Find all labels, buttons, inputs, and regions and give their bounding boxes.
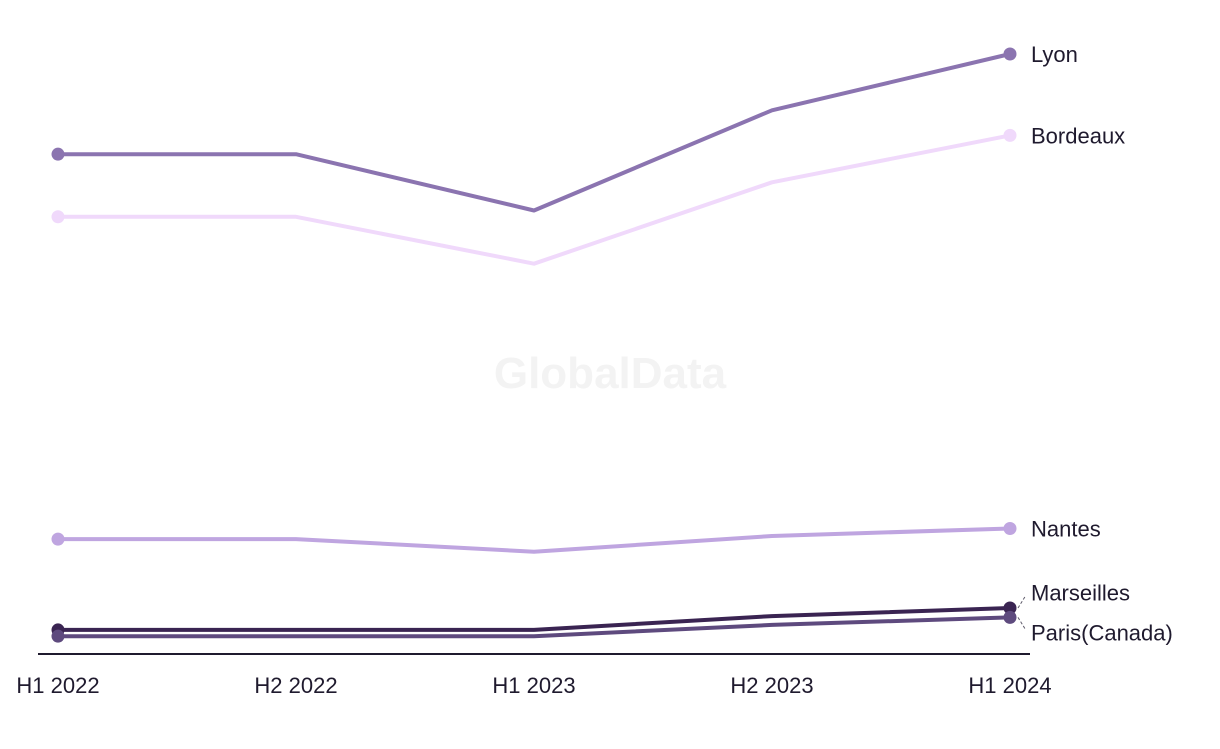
data-point-nantes xyxy=(51,532,65,546)
series-paris-canada xyxy=(51,610,1017,643)
label-leader-paris-canada xyxy=(1017,617,1026,629)
series-line-lyon xyxy=(58,52,1011,213)
x-tick-label: H2 2022 xyxy=(254,673,337,698)
data-point-marseilles xyxy=(1003,601,1017,615)
series-bordeaux xyxy=(51,128,1017,266)
series-label-lyon: Lyon xyxy=(1031,42,1078,67)
x-tick-label: H1 2022 xyxy=(16,673,99,698)
data-point-lyon xyxy=(1003,47,1017,61)
series-layer xyxy=(51,47,1017,643)
series-line-bordeaux xyxy=(58,133,1011,266)
series-label-paris-canada: Paris(Canada) xyxy=(1031,621,1173,646)
x-axis: H1 2022 H2 2022 H1 2023 H2 2023 H1 2024 xyxy=(16,673,1051,698)
series-line-nantes xyxy=(58,526,1011,554)
series-nantes xyxy=(51,522,1017,554)
data-point-paris-canada xyxy=(1003,610,1017,624)
labels-layer: Lyon Bordeaux Nantes Marseilles Paris(Canada… xyxy=(1017,42,1173,646)
series-label-nantes: Nantes xyxy=(1031,517,1101,542)
series-lyon xyxy=(51,47,1017,213)
data-point-paris-canada xyxy=(51,629,65,643)
series-line-marseilles xyxy=(58,606,1011,632)
label-leader-marseilles xyxy=(1017,596,1026,609)
watermark: GlobalData xyxy=(494,349,727,398)
x-tick-label: H1 2024 xyxy=(968,673,1051,698)
x-tick-label: H1 2023 xyxy=(492,673,575,698)
x-tick-label: H2 2023 xyxy=(730,673,813,698)
data-point-lyon xyxy=(51,147,65,161)
series-line-paris-canada xyxy=(58,615,1011,639)
data-point-bordeaux xyxy=(1003,128,1017,142)
series-marseilles xyxy=(51,601,1017,637)
series-label-bordeaux: Bordeaux xyxy=(1031,123,1125,148)
series-label-marseilles: Marseilles xyxy=(1031,581,1130,606)
data-point-bordeaux xyxy=(51,210,65,224)
data-point-nantes xyxy=(1003,522,1017,536)
